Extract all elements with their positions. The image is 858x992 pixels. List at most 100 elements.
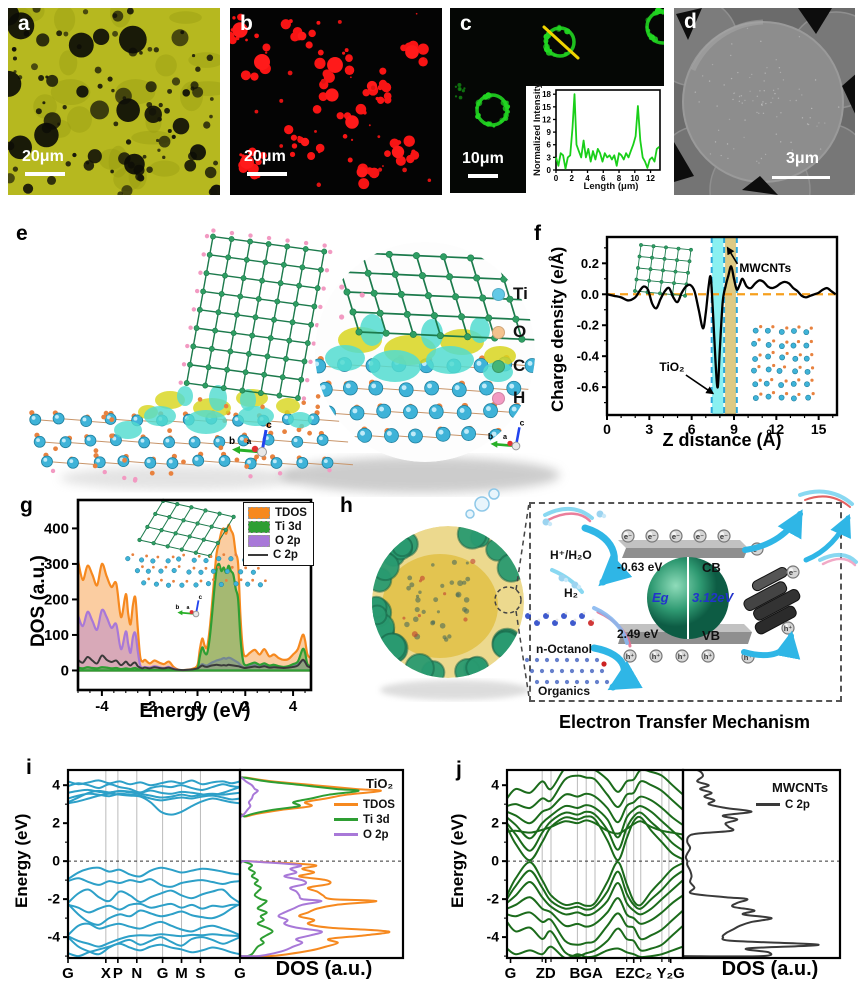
panel-letter-a: a <box>18 12 30 35</box>
vb-label: VB <box>702 628 721 643</box>
svg-text:200: 200 <box>44 591 69 608</box>
panel-letter-i: i <box>26 756 32 779</box>
i-legend-row: O 2p <box>334 828 389 841</box>
scalebar-d <box>772 176 830 179</box>
legend-label-o: O <box>513 322 527 341</box>
svg-text:0: 0 <box>61 662 69 679</box>
panel-letter-d: d <box>684 10 697 33</box>
j-legend-label: C 2p <box>785 798 810 811</box>
svg-text:4: 4 <box>52 777 60 793</box>
o2p-line-icon <box>334 833 358 836</box>
j-legend-title: MWCNTs <box>772 780 829 795</box>
ti3d-swatch-icon <box>248 521 270 533</box>
g-legend-label: TDOS <box>275 507 307 519</box>
svg-text:Y₂G: Y₂G <box>657 965 685 982</box>
i-legend-label: O 2p <box>363 828 389 841</box>
svg-text:12: 12 <box>769 421 785 437</box>
svg-text:-0.4: -0.4 <box>577 349 600 364</box>
panel-b-fluorescence-image <box>230 8 442 195</box>
g-x-axis-label: Energy (eV) <box>139 700 251 722</box>
svg-text:12: 12 <box>542 115 551 124</box>
svg-text:e⁻: e⁻ <box>720 532 728 541</box>
legend-item-c: C <box>492 356 525 376</box>
svg-text:0: 0 <box>554 174 559 183</box>
svg-text:b: b <box>229 436 235 447</box>
svg-text:4: 4 <box>289 698 298 715</box>
svg-text:h⁺: h⁺ <box>704 652 713 661</box>
i-legend-label: Ti 3d <box>363 813 390 826</box>
svg-text:3: 3 <box>547 153 552 162</box>
svg-text:2: 2 <box>570 174 575 183</box>
svg-text:TiO₂: TiO₂ <box>659 360 684 374</box>
svg-text:12: 12 <box>646 174 655 183</box>
svg-text:M: M <box>175 965 188 982</box>
svg-text:15: 15 <box>542 103 551 112</box>
legend-item-o: O <box>492 322 526 342</box>
svg-text:G: G <box>157 965 169 982</box>
tdos-line-icon <box>334 803 358 806</box>
legend-item-ti: Ti <box>492 284 528 304</box>
svg-text:G: G <box>62 965 74 982</box>
svg-text:0: 0 <box>491 853 499 869</box>
svg-text:e⁻: e⁻ <box>648 532 656 541</box>
c2p-line-icon <box>756 803 780 806</box>
svg-text:4: 4 <box>491 777 499 793</box>
h2-label: H₂ <box>564 586 578 600</box>
organics-label: Organics <box>538 684 591 698</box>
svg-text:e⁻: e⁻ <box>696 532 704 541</box>
cb-energy-label: -0.63 eV <box>617 560 663 574</box>
mechanism-box <box>529 502 842 702</box>
ti3d-line-icon <box>334 818 358 821</box>
svg-text:100: 100 <box>44 627 69 644</box>
c-inset-y-label: Normalized Intensity <box>532 83 543 176</box>
panel-letter-f: f <box>534 222 541 245</box>
svg-text:2: 2 <box>491 815 499 831</box>
h-title: Electron Transfer Mechanism <box>558 712 811 732</box>
h2o-label: H⁺/H₂O <box>550 548 592 562</box>
svg-text:e⁻: e⁻ <box>624 532 632 541</box>
g-legend-label: O 2p <box>275 535 301 547</box>
svg-text:h⁺: h⁺ <box>652 652 661 661</box>
o-atom-icon <box>492 325 505 339</box>
svg-text:10: 10 <box>630 174 639 183</box>
g-legend-row: C 2p <box>248 548 307 562</box>
svg-text:b: b <box>488 431 493 441</box>
svg-text:18: 18 <box>542 90 551 99</box>
svg-text:0: 0 <box>603 421 611 437</box>
f-x-axis-label: Z distance (Å) <box>662 430 782 450</box>
j-y-axis-label: Energy (eV) <box>448 813 467 908</box>
svg-text:BGA: BGA <box>570 965 604 982</box>
i-legend-row: TDOS <box>334 798 395 811</box>
c2p-line-icon <box>248 553 268 557</box>
svg-text:a: a <box>186 605 189 611</box>
i-legend-title: TiO₂ <box>366 776 394 791</box>
svg-text:-0.6: -0.6 <box>577 380 599 395</box>
svg-text:N: N <box>131 965 142 982</box>
cb-label: CB <box>702 560 721 575</box>
svg-text:2: 2 <box>52 815 60 831</box>
svg-text:e⁻: e⁻ <box>672 532 680 541</box>
g-legend-row: O 2p <box>248 534 307 548</box>
svg-text:-4: -4 <box>48 929 61 945</box>
scalebar-b <box>247 172 287 176</box>
g-legend-row: TDOS <box>248 506 307 520</box>
svg-text:400: 400 <box>44 520 69 537</box>
legend-item-h: H <box>492 388 525 408</box>
h-atom-icon <box>492 391 505 405</box>
c-inset-x-label: Length (μm) <box>583 181 639 192</box>
svg-text:0: 0 <box>193 698 201 715</box>
svg-text:300: 300 <box>44 556 69 573</box>
svg-text:G: G <box>234 965 246 982</box>
g-legend: TDOS Ti 3d O 2p C 2p <box>243 502 314 566</box>
svg-text:EZC₂: EZC₂ <box>615 965 652 982</box>
svg-text:e⁻: e⁻ <box>789 568 797 577</box>
svg-text:15: 15 <box>811 421 827 437</box>
svg-text:a: a <box>503 432 508 441</box>
o2p-swatch-icon <box>248 535 270 547</box>
scalebar-c <box>468 174 498 178</box>
eg-label: Eg <box>652 590 669 605</box>
svg-text:h⁺: h⁺ <box>744 653 753 662</box>
svg-text:-0.2: -0.2 <box>577 318 599 333</box>
svg-text:-4: -4 <box>95 698 109 715</box>
